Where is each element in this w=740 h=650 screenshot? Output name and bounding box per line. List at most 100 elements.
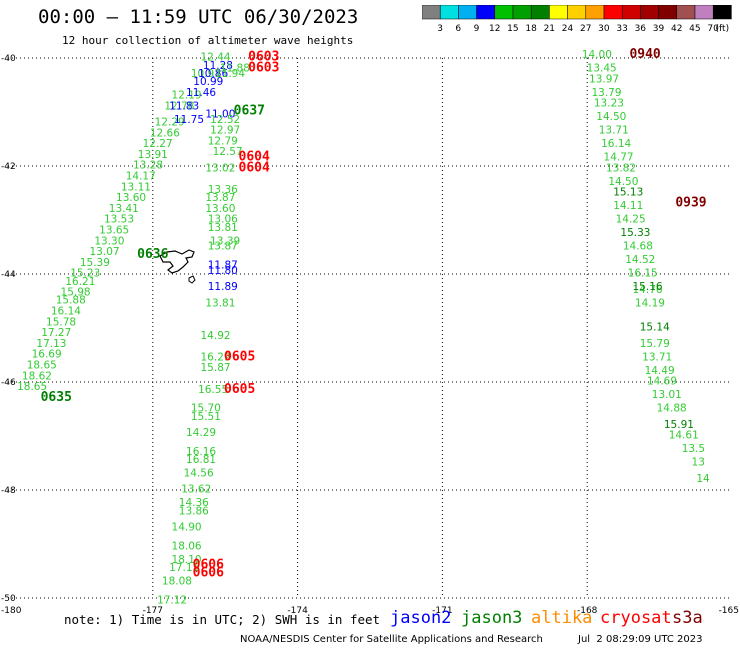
wave-height-value: 10.91 — [191, 68, 221, 80]
wave-height-value: 13.06 — [208, 214, 238, 226]
wave-height-value: 15.33 — [620, 227, 650, 239]
wave-height-value: 13.79 — [591, 87, 621, 99]
wave-height-value: 11.87 — [208, 260, 238, 272]
wave-height-value: 13.71 — [642, 351, 672, 363]
wave-height-value: 13.11 — [121, 181, 151, 193]
wave-height-value: 12.44 — [201, 52, 231, 64]
wave-height-value: 14.76 — [633, 284, 663, 296]
wave-height-value: 13.01 — [652, 389, 682, 401]
wave-height-value: 17.12 — [157, 594, 187, 606]
wave-height-value: 13.60 — [116, 192, 146, 204]
wave-height-value: 14.50 — [608, 176, 638, 188]
pass-time-label: 0636 — [137, 247, 168, 262]
wave-height-value: 16.81 — [186, 454, 216, 466]
wave-height-value: 12.66 — [150, 127, 180, 139]
wave-height-value: 17.13 — [36, 338, 66, 350]
colorbar-tick-label: 45 — [689, 24, 700, 34]
wave-height-value: 12.79 — [208, 135, 238, 147]
wave-height-value: 12.29 — [155, 117, 185, 129]
wave-height-value: 16.29 — [201, 351, 231, 363]
wave-height-value: 14.52 — [625, 254, 655, 266]
wave-height-value: 16.14 — [51, 306, 81, 318]
wave-height-value: 10.86 — [198, 68, 228, 80]
wave-height-value: 13.81 — [208, 222, 238, 234]
wave-height-value: 18.65 — [27, 360, 57, 372]
legend-jason2: jason2 — [390, 608, 452, 628]
wave-height-value: 15.78 — [46, 316, 76, 328]
pass-time-label: 0635 — [41, 390, 72, 405]
lon-tick-label: -168 — [577, 606, 598, 616]
colorbar-swatch — [603, 5, 623, 20]
wave-height-value: 13.36 — [208, 184, 238, 196]
wave-height-value: 12.78 — [164, 100, 194, 112]
wave-height-value: 15.79 — [640, 338, 670, 350]
wave-height-value: 18.10 — [172, 554, 202, 566]
wave-height-value: 13.60 — [205, 203, 235, 215]
wave-height-value: 11.80 — [208, 265, 238, 277]
axis-labels: -180 -177 -174 -171 -168 -165 -40 -42 -44 -46 -48 -… — [1, 54, 739, 616]
pass-time-label: 0605 — [224, 382, 255, 397]
legend-s3a: s3a — [672, 608, 703, 628]
colorbar-tick-label: 36 — [635, 24, 647, 34]
colorbar-swatch — [658, 5, 678, 20]
wave-height-value: 13.41 — [109, 203, 139, 215]
wave-height-value: 12.27 — [143, 138, 173, 150]
chatham-islands-outline — [159, 249, 195, 274]
wave-height-value: 14.36 — [179, 497, 209, 509]
colorbar-tick-label: 9 — [474, 24, 480, 34]
wave-height-value: 11.94 — [215, 68, 245, 80]
wave-height-value: 14.49 — [645, 365, 675, 377]
lon-tick-label: -174 — [287, 606, 308, 616]
wave-height-value: 11.00 — [205, 108, 235, 120]
wave-height-value: 15.23 — [70, 268, 100, 280]
page-title: 00:00 – 11:59 UTC 06/30/2023 — [38, 6, 359, 28]
wave-height-value: 13.81 — [205, 297, 235, 309]
lon-tick-label: -180 — [1, 606, 22, 616]
wave-height-value: 15.88 — [56, 295, 86, 307]
pass-time-label: 0604 — [239, 160, 270, 175]
wave-height-value: 13.62 — [181, 484, 211, 496]
colorbar-tick-label: 39 — [653, 24, 665, 34]
wave-height-value: 15.13 — [613, 187, 643, 199]
wave-height-value: 13.97 — [589, 73, 619, 85]
wave-height-value: 13.02 — [205, 162, 235, 174]
wave-height-value: 10.99 — [193, 76, 223, 88]
wave-height-value: 14.92 — [201, 330, 231, 342]
wave-height-value: 14.90 — [172, 522, 202, 534]
wave-height-value: 13.53 — [104, 214, 134, 226]
pass-time-label: 0637 — [234, 104, 265, 119]
colorbar-swatch — [621, 5, 641, 20]
wave-height-value: 16.15 — [628, 268, 658, 280]
lon-tick-label: -165 — [719, 606, 739, 616]
legend-cryosat: cryosat — [600, 608, 672, 628]
wave-height-value: 15.51 — [191, 411, 221, 423]
wave-height-value: 18.08 — [162, 576, 192, 588]
colorbar-swatch — [549, 5, 568, 20]
colorbar-tick-label: 70 — [707, 24, 719, 34]
legend-altika: altika — [531, 608, 593, 628]
wave-height-value: 18.65 — [17, 381, 47, 393]
pass-time-label: 0603 — [248, 61, 279, 76]
wave-height-value: 15.87 — [201, 362, 231, 374]
map-grid — [8, 57, 732, 599]
wave-height-value: 16.14 — [601, 138, 631, 150]
wave-height-value: 18.06 — [172, 540, 202, 552]
wave-height-value: 14 — [696, 473, 710, 485]
colorbar-tick-label: 27 — [580, 24, 591, 34]
colorbar-swatch — [567, 5, 587, 20]
lat-tick-label: -50 — [1, 594, 16, 604]
wave-height-value: 14.68 — [623, 241, 653, 253]
wave-height-value: 15.16 — [633, 281, 663, 293]
colorbar-tick-label: 15 — [507, 24, 518, 34]
lat-tick-label: -44 — [1, 270, 16, 280]
legend-jason3: jason3 — [461, 608, 523, 628]
wave-height-value: 14.88 — [657, 403, 687, 415]
wave-height-value: 13.39 — [210, 235, 240, 247]
colorbar-tick-label: 33 — [616, 24, 627, 34]
colorbar-swatch — [512, 5, 532, 20]
wave-height-value: 11.88 — [220, 63, 250, 75]
wave-height-value: 12.57 — [213, 146, 243, 158]
wave-height-value: 14.17 — [126, 171, 156, 183]
pass-time-label: 0604 — [239, 150, 270, 165]
wave-height-value: 13.86 — [179, 505, 209, 517]
